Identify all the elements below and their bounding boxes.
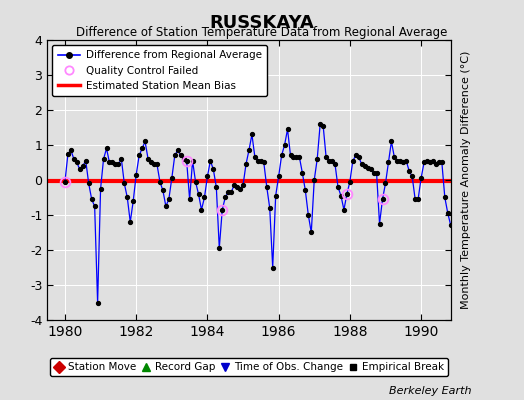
Text: Difference of Station Temperature Data from Regional Average: Difference of Station Temperature Data f… xyxy=(77,26,447,39)
Y-axis label: Monthly Temperature Anomaly Difference (°C): Monthly Temperature Anomaly Difference (… xyxy=(461,51,471,309)
Text: RUSSKAYA: RUSSKAYA xyxy=(210,14,314,32)
Legend: Station Move, Record Gap, Time of Obs. Change, Empirical Break: Station Move, Record Gap, Time of Obs. C… xyxy=(50,358,448,376)
Text: Berkeley Earth: Berkeley Earth xyxy=(389,386,472,396)
